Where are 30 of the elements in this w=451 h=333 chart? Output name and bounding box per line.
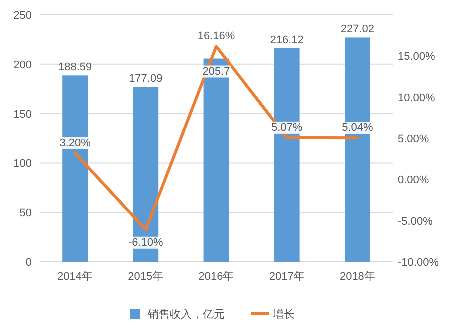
y-tick-label: 50 (20, 208, 32, 220)
x-tick-label: 2016年 (198, 271, 234, 283)
data-label: 3.20% (60, 137, 92, 150)
x-tick-label: 2017年 (269, 271, 305, 283)
legend-label: 销售收入，亿元 (147, 308, 225, 321)
data-label: 177.09 (129, 73, 163, 86)
legend-label: 增长 (272, 308, 295, 321)
y-tick-label: 200 (14, 59, 32, 72)
y2-tick-label: 5.00% (398, 134, 430, 146)
data-label: 205.7 (202, 66, 230, 78)
data-label: 216.12 (270, 34, 304, 46)
y-tick-label: 250 (14, 10, 32, 22)
y2-tick-label: 15.00% (398, 51, 436, 64)
data-label: 5.07% (272, 122, 303, 134)
data-label: 16.16% (198, 30, 236, 43)
y-tick-label: 100 (14, 158, 32, 170)
data-label: 227.02 (340, 24, 375, 36)
y2-tick-label: 10.00% (398, 92, 436, 104)
bar (204, 58, 230, 262)
data-label: -6.10% (128, 236, 164, 249)
y-tick-label: 150 (14, 108, 32, 121)
y2-tick-label: -10.00% (398, 257, 440, 269)
y2-tick-label: -5.00% (398, 216, 434, 228)
y2-tick-label: 0.00% (398, 174, 430, 187)
x-tick-label: 2014年 (58, 271, 94, 283)
x-tick-label: 2018年 (340, 271, 376, 283)
y-tick-label: 0 (26, 257, 32, 269)
x-tick-label: 2015年 (128, 271, 164, 283)
data-label: 5.04% (342, 122, 374, 134)
data-label: 188.59 (58, 62, 92, 74)
